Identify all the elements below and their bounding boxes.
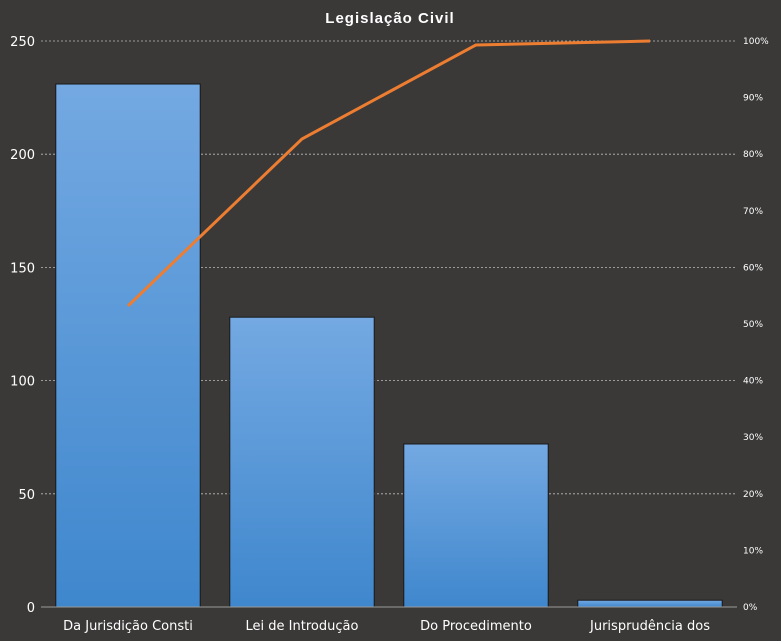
- y-tick-label: 250: [10, 35, 35, 50]
- bars: [55, 83, 723, 608]
- y-tick-label: 100: [10, 375, 35, 390]
- y2-tick-label: 60%: [743, 263, 763, 273]
- bar: [403, 443, 549, 608]
- bar: [55, 83, 201, 608]
- y-tick-label: 0: [27, 601, 35, 616]
- y2-tick-label: 80%: [743, 150, 763, 160]
- y2-tick-label: 100%: [743, 37, 769, 47]
- x-tick-label: Da Jurisdição Consti: [63, 619, 193, 634]
- y-tick-label: 50: [18, 488, 35, 503]
- y2-tick-label: 40%: [743, 377, 763, 387]
- y2-tick-label: 30%: [743, 433, 763, 443]
- x-tick-label: Lei de Introdução: [246, 619, 359, 634]
- x-tick-label: Jurisprudência dos: [589, 619, 710, 634]
- bar: [229, 316, 375, 608]
- y2-axis-ticks: 0% 10% 20% 30% 40% 50% 60% 70% 80% 90% 100%: [743, 37, 769, 613]
- chart-title: Legislação Civil: [325, 10, 454, 27]
- cumulative-line: [126, 39, 651, 307]
- y-tick-label: 150: [10, 261, 35, 276]
- y-axis-ticks: 0 50 100 150 200 250: [10, 35, 35, 616]
- cumulative-series: [126, 39, 651, 307]
- y2-tick-label: 10%: [743, 546, 763, 556]
- y2-tick-label: 0%: [743, 603, 758, 613]
- bar: [577, 599, 723, 608]
- y2-tick-label: 90%: [743, 94, 763, 104]
- x-axis-ticks: Da Jurisdição Consti Lei de Introdução Do …: [63, 619, 710, 634]
- y2-tick-label: 70%: [743, 207, 763, 217]
- y-tick-label: 200: [10, 148, 35, 163]
- y2-tick-label: 20%: [743, 490, 763, 500]
- x-tick-label: Do Procedimento: [420, 619, 532, 634]
- y2-tick-label: 50%: [743, 320, 763, 330]
